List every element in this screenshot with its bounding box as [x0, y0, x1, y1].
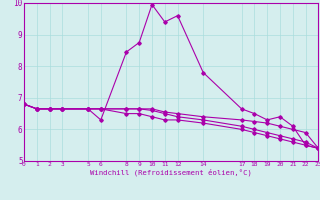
X-axis label: Windchill (Refroidissement éolien,°C): Windchill (Refroidissement éolien,°C): [90, 169, 252, 176]
